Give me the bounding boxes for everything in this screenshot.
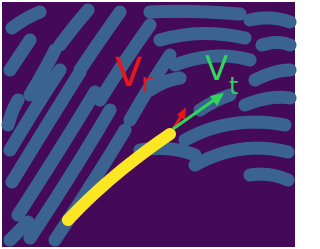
rod [250,174,288,180]
rod [150,11,240,14]
label-subscript: t [229,72,238,100]
label-symbol: V [205,49,228,89]
rod [262,43,290,46]
simulation-view: V r V t [0,0,297,249]
rod [250,18,290,22]
label-symbol: V [115,50,143,96]
label-subscript: r [141,66,153,99]
page: V r V t (() => { const data = JSON.parse… [0,0,320,249]
rod [245,97,290,105]
rod [160,33,245,40]
